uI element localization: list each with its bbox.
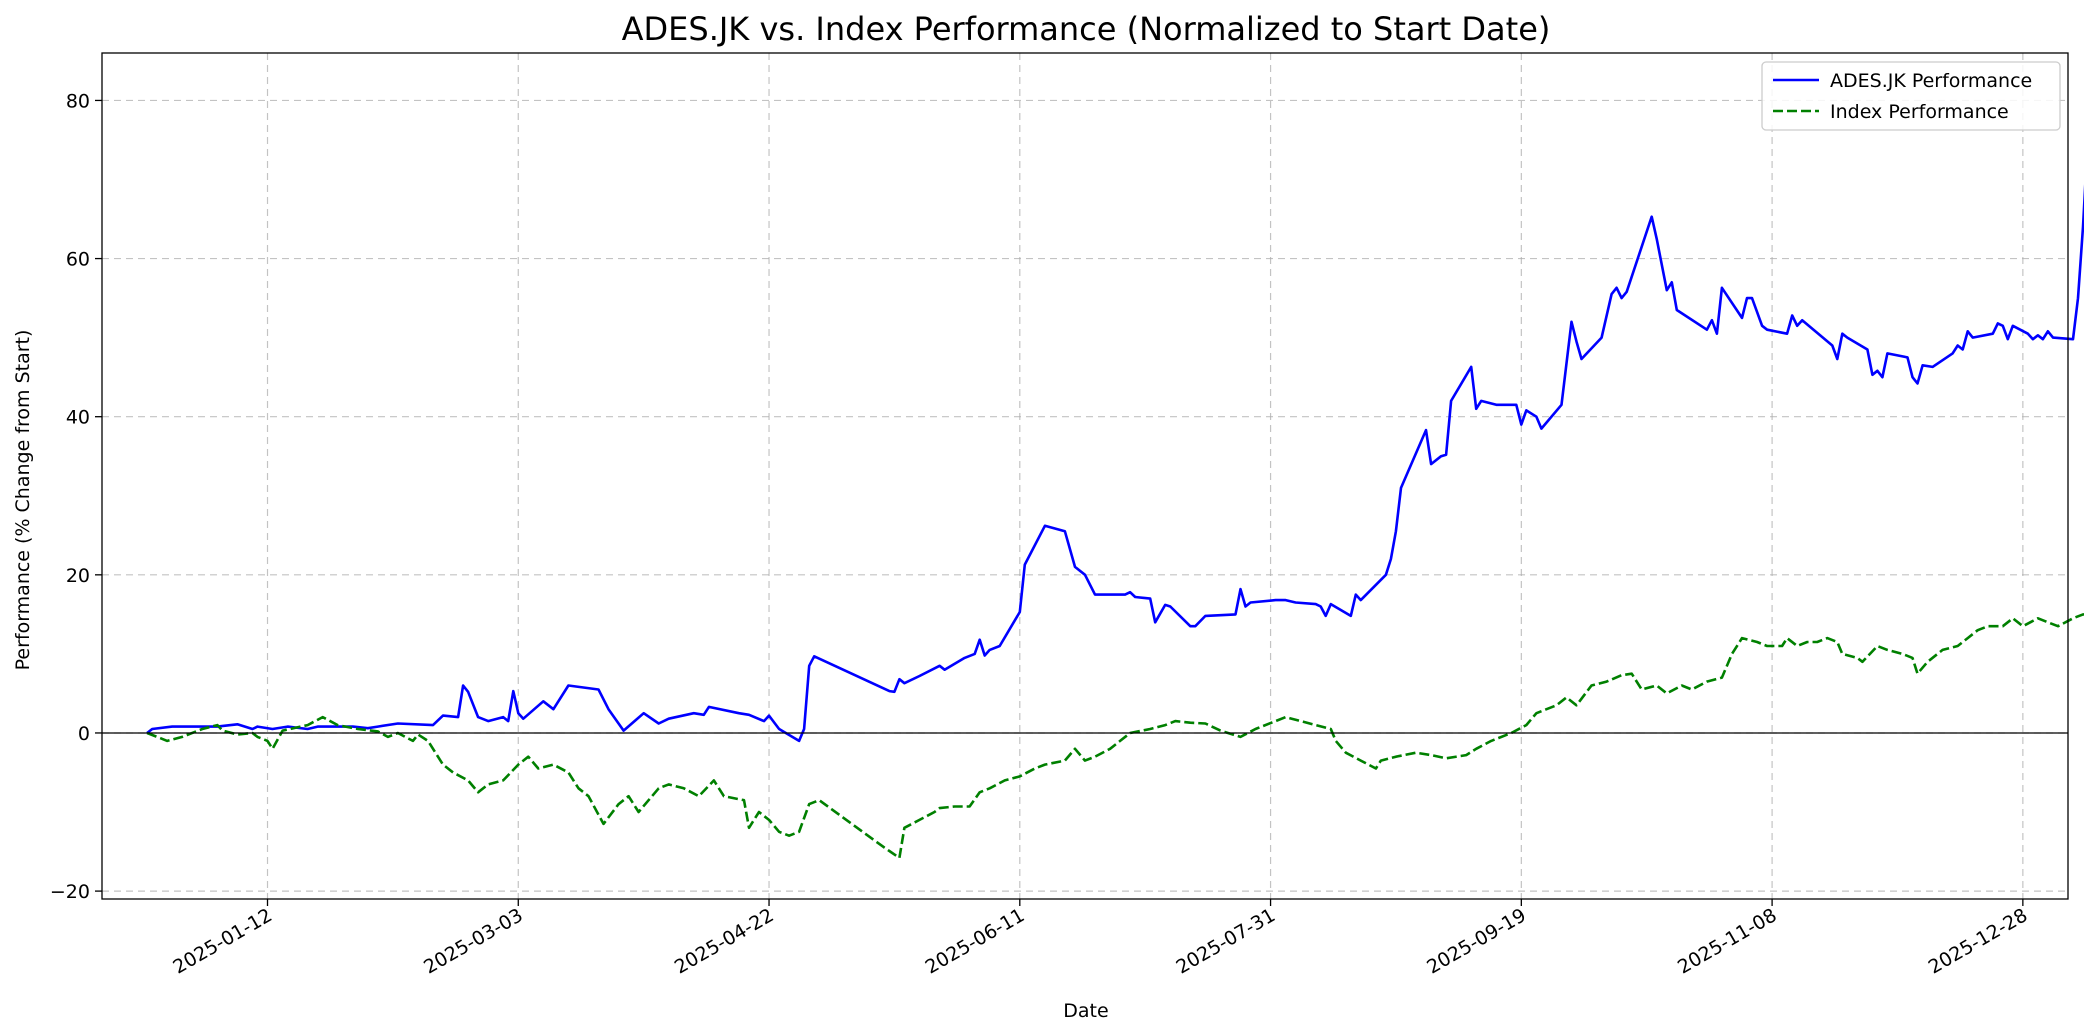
legend-label-index: Index Performance	[1830, 101, 2009, 123]
chart-title: ADES.JK vs. Index Performance (Normalize…	[622, 10, 1551, 48]
y-tick-label: 60	[66, 249, 90, 271]
y-tick-label: −20	[50, 881, 90, 903]
plot-series	[146, 184, 2084, 860]
plot-frame	[101, 52, 2069, 900]
y-tick-label: 20	[66, 565, 90, 587]
y-tick-label: 40	[66, 407, 90, 429]
y-axis-label: Performance (% Change from Start)	[12, 330, 34, 671]
y-tick-label: 0	[78, 723, 90, 745]
x-tick-label: 2025-01-12	[169, 904, 276, 978]
x-tick-label: 2025-07-31	[1172, 904, 1279, 978]
legend-box	[1761, 61, 2061, 131]
axes: 2025-01-12 2025-03-03 2025-04-22 2025-06-11…	[50, 52, 2069, 979]
series-line-index	[146, 613, 2084, 860]
legend: ADES.JK Performance Index Performance	[1761, 61, 2061, 131]
x-tick-label: 2025-06-11	[922, 904, 1029, 978]
x-tick-label: 2025-09-19	[1423, 904, 1530, 978]
x-tick-label: 2025-03-03	[420, 904, 527, 978]
y-tick-label: 80	[66, 90, 90, 112]
series-line-ades	[146, 184, 2084, 743]
x-tick-label: 2025-12-28	[1925, 904, 2032, 978]
x-axis-label: Date	[1063, 1000, 1108, 1022]
x-tick-label: 2025-11-08	[1674, 904, 1781, 978]
legend-label-ades: ADES.JK Performance	[1830, 70, 2032, 92]
grid-lines	[102, 53, 2068, 899]
x-tick-label: 2025-04-22	[671, 904, 778, 978]
